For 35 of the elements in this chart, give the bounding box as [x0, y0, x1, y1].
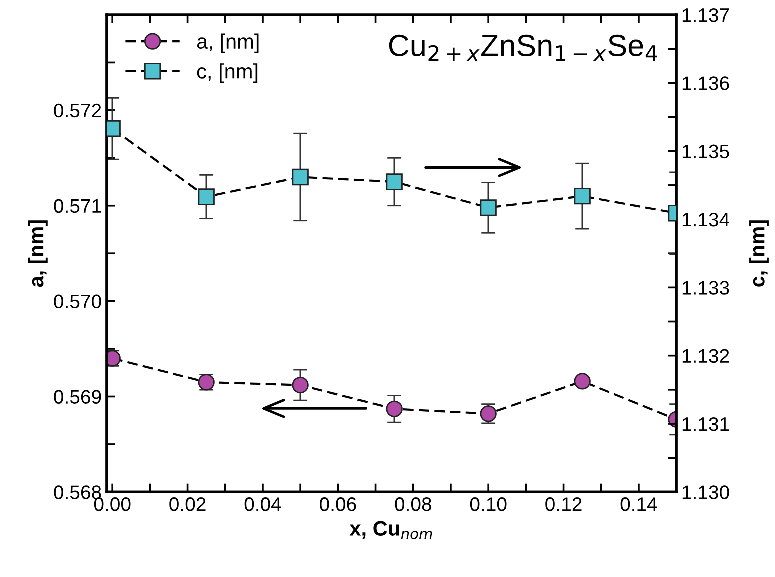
- point: [574, 188, 591, 205]
- y2-tick-label: 1.132: [682, 349, 730, 364]
- x-tick-label: 0.10: [470, 498, 507, 512]
- y2-tick-label: 1.131: [682, 417, 730, 432]
- x-tick-label: 0.08: [395, 498, 432, 512]
- x-tick-label: 0.00: [94, 498, 131, 512]
- point: [292, 168, 309, 186]
- y2-tick-label: 1.130: [682, 486, 730, 500]
- point: [198, 188, 215, 206]
- y2-axis-title: c, [nm]: [750, 220, 769, 287]
- point: [292, 376, 309, 394]
- y-tick-label: 0.572: [54, 104, 102, 118]
- x-axis-title: x, Cu$_{nom}$: [350, 521, 432, 540]
- y2-tick-label: 1.137: [682, 8, 730, 22]
- point: [574, 373, 591, 390]
- x-tick-label: 0.14: [620, 498, 658, 512]
- x-tick-label: 0.06: [320, 498, 356, 512]
- annotation: Cu$_{2+x}$ZnSn$_{1−x}$Se$_{4}$: [389, 34, 658, 62]
- point: [480, 200, 497, 216]
- point: [386, 400, 403, 418]
- point: [386, 174, 403, 190]
- x-tick-label: 0.04: [244, 498, 282, 512]
- y2-tick-label: 1.135: [682, 144, 730, 159]
- legend-label: c, [nm]: [197, 64, 258, 84]
- x-tick-label: 0.12: [546, 498, 582, 512]
- y2-tick-label: 1.133: [682, 281, 730, 295]
- y2-tick-label: 1.136: [682, 76, 730, 90]
- y-tick-label: 0.571: [54, 199, 102, 214]
- y2-tick-label: 1.134: [682, 212, 730, 227]
- legend-label: a, [nm]: [197, 34, 259, 54]
- y-tick-label: 0.568: [54, 486, 102, 500]
- y-axis-title: a, [nm]: [28, 220, 48, 288]
- y-tick-label: 0.570: [54, 294, 102, 309]
- x-tick-label: 0.02: [170, 498, 206, 512]
- y-tick-label: 0.569: [54, 390, 102, 404]
